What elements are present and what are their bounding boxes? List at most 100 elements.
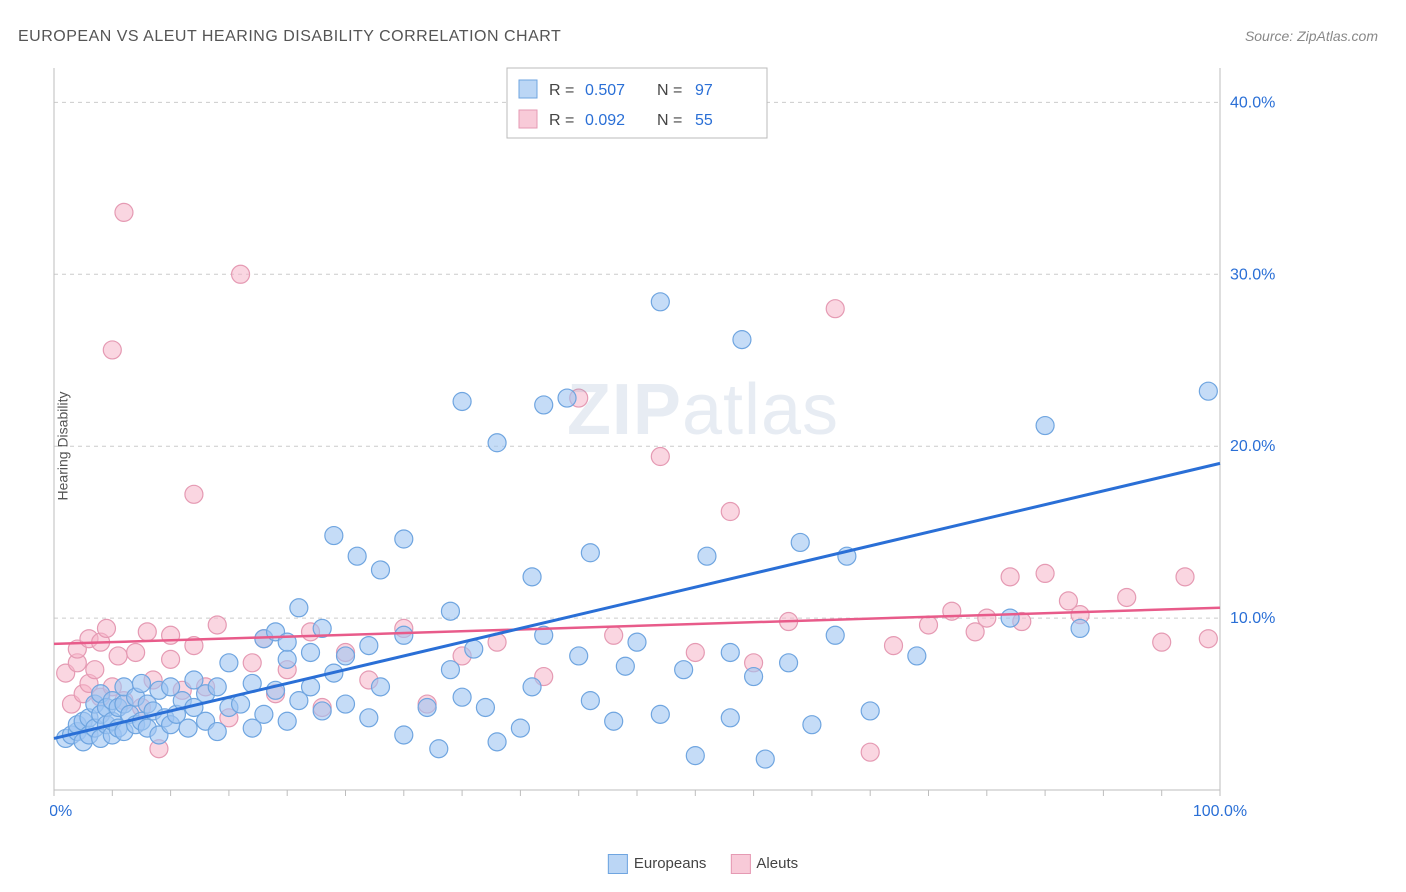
x-tick-label: 100.0% (1193, 803, 1247, 820)
x-tick-label: 0.0% (50, 803, 72, 820)
point-european (780, 654, 798, 672)
point-european (745, 668, 763, 686)
point-european (570, 647, 588, 665)
point-european (511, 719, 529, 737)
point-european (581, 544, 599, 562)
point-european (1036, 417, 1054, 435)
point-european (523, 568, 541, 586)
point-aleut (1036, 564, 1054, 582)
legend-stats-box (507, 68, 767, 138)
point-european (1199, 382, 1217, 400)
legend-r-value: 0.092 (585, 112, 625, 129)
point-european (476, 698, 494, 716)
point-aleut (920, 616, 938, 634)
point-european (733, 331, 751, 349)
chart-container: EUROPEAN VS ALEUT HEARING DISABILITY COR… (0, 0, 1406, 892)
legend-r-label: R = (549, 112, 574, 129)
point-aleut (243, 654, 261, 672)
point-european (1071, 619, 1089, 637)
point-aleut (86, 661, 104, 679)
legend-n-label: N = (657, 112, 682, 129)
point-european (418, 698, 436, 716)
point-aleut (1153, 633, 1171, 651)
legend-bottom: Europeans Aleuts (608, 854, 798, 874)
point-european (441, 602, 459, 620)
point-european (1001, 609, 1019, 627)
point-european (558, 389, 576, 407)
point-aleut (138, 623, 156, 641)
point-european (675, 661, 693, 679)
legend-item: Aleuts (730, 854, 798, 874)
point-aleut (103, 341, 121, 359)
point-aleut (686, 643, 704, 661)
point-aleut (861, 743, 879, 761)
point-european (325, 527, 343, 545)
point-european (208, 723, 226, 741)
point-european (605, 712, 623, 730)
point-european (360, 709, 378, 727)
legend-n-value: 97 (695, 82, 713, 99)
point-european (791, 533, 809, 551)
point-european (826, 626, 844, 644)
point-aleut (978, 609, 996, 627)
point-european (220, 654, 238, 672)
point-european (337, 695, 355, 713)
point-european (360, 637, 378, 655)
point-european (628, 633, 646, 651)
point-european (208, 678, 226, 696)
legend-label: Europeans (634, 855, 707, 872)
point-european (698, 547, 716, 565)
point-european (232, 695, 250, 713)
point-european (132, 674, 150, 692)
point-aleut (605, 626, 623, 644)
point-aleut (885, 637, 903, 655)
point-european (861, 702, 879, 720)
point-european (179, 719, 197, 737)
point-european (488, 733, 506, 751)
chart-title: EUROPEAN VS ALEUT HEARING DISABILITY COR… (18, 28, 561, 46)
point-european (348, 547, 366, 565)
point-european (803, 716, 821, 734)
point-aleut (826, 300, 844, 318)
point-european (371, 678, 389, 696)
point-aleut (109, 647, 127, 665)
point-european (302, 643, 320, 661)
point-european (651, 705, 669, 723)
legend-swatch (519, 80, 537, 98)
point-aleut (97, 619, 115, 637)
point-european (290, 599, 308, 617)
point-european (616, 657, 634, 675)
point-european (395, 530, 413, 548)
point-european (395, 626, 413, 644)
point-european (278, 712, 296, 730)
trend-line-europeans (54, 463, 1220, 738)
point-european (756, 750, 774, 768)
point-european (441, 661, 459, 679)
point-european (430, 740, 448, 758)
y-tick-label: 40.0% (1230, 94, 1275, 111)
point-european (488, 434, 506, 452)
point-european (523, 678, 541, 696)
point-european (535, 396, 553, 414)
y-tick-label: 20.0% (1230, 438, 1275, 455)
point-aleut (1176, 568, 1194, 586)
point-european (453, 392, 471, 410)
source-attribution: Source: ZipAtlas.com (1245, 28, 1378, 44)
y-tick-label: 10.0% (1230, 610, 1275, 627)
legend-item: Europeans (608, 854, 707, 874)
point-aleut (127, 643, 145, 661)
point-aleut (651, 448, 669, 466)
point-european (371, 561, 389, 579)
point-european (313, 702, 331, 720)
point-european (337, 647, 355, 665)
legend-n-label: N = (657, 82, 682, 99)
scatter-plot: 10.0%20.0%30.0%40.0%0.0%100.0%R =0.507N … (50, 60, 1290, 830)
y-tick-label: 30.0% (1230, 266, 1275, 283)
legend-swatch (608, 854, 628, 874)
point-european (465, 640, 483, 658)
point-european (453, 688, 471, 706)
point-aleut (1199, 630, 1217, 648)
point-european (721, 643, 739, 661)
point-european (686, 747, 704, 765)
point-european (908, 647, 926, 665)
